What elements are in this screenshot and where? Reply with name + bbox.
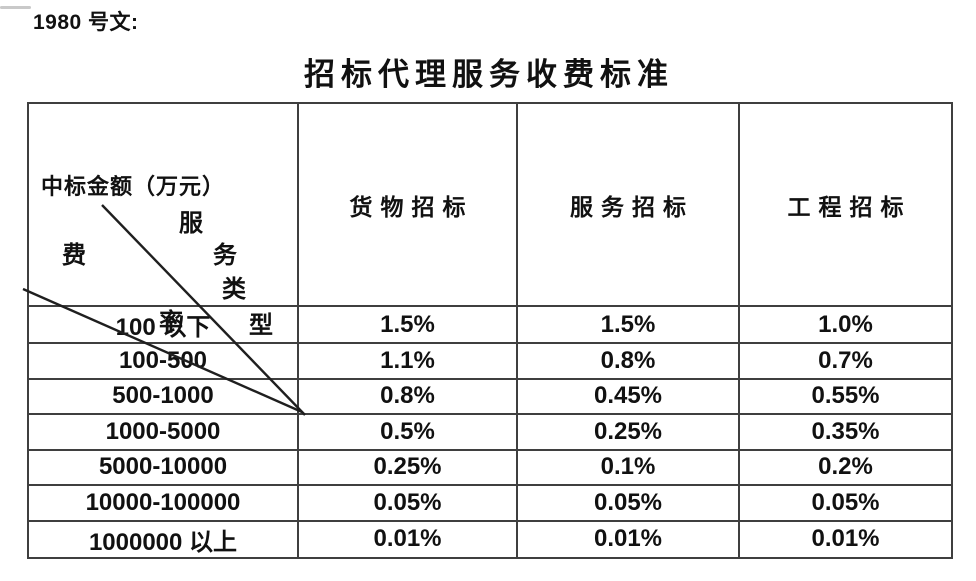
diagonal-corner-cell: 服 务 类 型 费 率 中标金额（万元） bbox=[22, 102, 306, 416]
table-header-row: 服 务 类 型 费 率 中标金额（万元） 货物招标 服务招标 工程招标 bbox=[22, 102, 953, 416]
rate-value: 0.05% bbox=[297, 484, 518, 522]
rate-value: 0.45% bbox=[516, 377, 740, 415]
table-row: 100-500 1.1% 0.8% 0.7% bbox=[27, 342, 953, 380]
column-header-engineering-bidding: 工程招标 bbox=[738, 102, 953, 307]
rate-value: 0.25% bbox=[516, 413, 740, 451]
rate-value: 0.8% bbox=[297, 377, 518, 415]
rate-value: 1.1% bbox=[297, 342, 518, 380]
scan-artifact-dash bbox=[0, 6, 31, 9]
column-header-goods-bidding: 货物招标 bbox=[297, 102, 518, 307]
rate-value: 0.01% bbox=[297, 519, 518, 559]
rate-value: 1.0% bbox=[738, 305, 953, 344]
corner-service-type-char-2: 务 bbox=[213, 242, 237, 269]
rate-value: 0.5% bbox=[297, 413, 518, 451]
rate-value: 0.05% bbox=[516, 484, 740, 522]
row-label: 5000-10000 bbox=[27, 448, 299, 486]
doc-reference-label: 1980 号文: bbox=[33, 11, 139, 34]
column-header-service-bidding: 服务招标 bbox=[516, 102, 740, 307]
diagonal-divider-lines-icon bbox=[22, 203, 306, 416]
rate-value: 0.2% bbox=[738, 448, 953, 486]
corner-service-type-char-1: 服 bbox=[179, 210, 203, 237]
rate-value: 0.1% bbox=[516, 448, 740, 486]
rate-value: 0.05% bbox=[738, 484, 953, 522]
row-label: 1000000 以上 bbox=[27, 519, 299, 559]
corner-service-type-char-3: 类 bbox=[222, 276, 246, 303]
table-row: 5000-10000 0.25% 0.1% 0.2% bbox=[27, 448, 953, 486]
table-row: 1000-5000 0.5% 0.25% 0.35% bbox=[27, 413, 953, 451]
corner-amount-label: 中标金额（万元） bbox=[41, 173, 226, 199]
rate-value: 0.25% bbox=[297, 448, 518, 486]
row-label: 500-1000 bbox=[27, 377, 299, 415]
corner-service-type-char-4: 型 bbox=[249, 312, 273, 339]
rate-value: 0.01% bbox=[738, 519, 953, 559]
rate-value: 0.7% bbox=[738, 342, 953, 380]
row-label: 100 以下 bbox=[27, 305, 299, 344]
rate-value: 0.8% bbox=[516, 342, 740, 380]
rate-value: 0.01% bbox=[516, 519, 740, 559]
table-row: 500-1000 0.8% 0.45% 0.55% bbox=[27, 377, 953, 415]
fee-standard-table: 服 务 类 型 费 率 中标金额（万元） 货物招标 服务招标 工程招标 100 … bbox=[22, 102, 953, 559]
page-title: 招标代理服务收费标准 bbox=[304, 57, 674, 92]
corner-rate-char-2: 率 bbox=[159, 309, 183, 336]
rate-value: 0.35% bbox=[738, 413, 953, 451]
row-label: 10000-100000 bbox=[27, 484, 299, 522]
table-row: 100 以下 1.5% 1.5% 1.0% bbox=[27, 305, 953, 344]
row-label: 1000-5000 bbox=[27, 413, 299, 451]
rate-value: 1.5% bbox=[297, 305, 518, 344]
rate-value: 0.55% bbox=[738, 377, 953, 415]
corner-rate-char-1: 费 bbox=[62, 242, 86, 269]
table-row: 1000000 以上 0.01% 0.01% 0.01% bbox=[27, 519, 953, 559]
table-row: 10000-100000 0.05% 0.05% 0.05% bbox=[27, 484, 953, 522]
rate-value: 1.5% bbox=[516, 305, 740, 344]
